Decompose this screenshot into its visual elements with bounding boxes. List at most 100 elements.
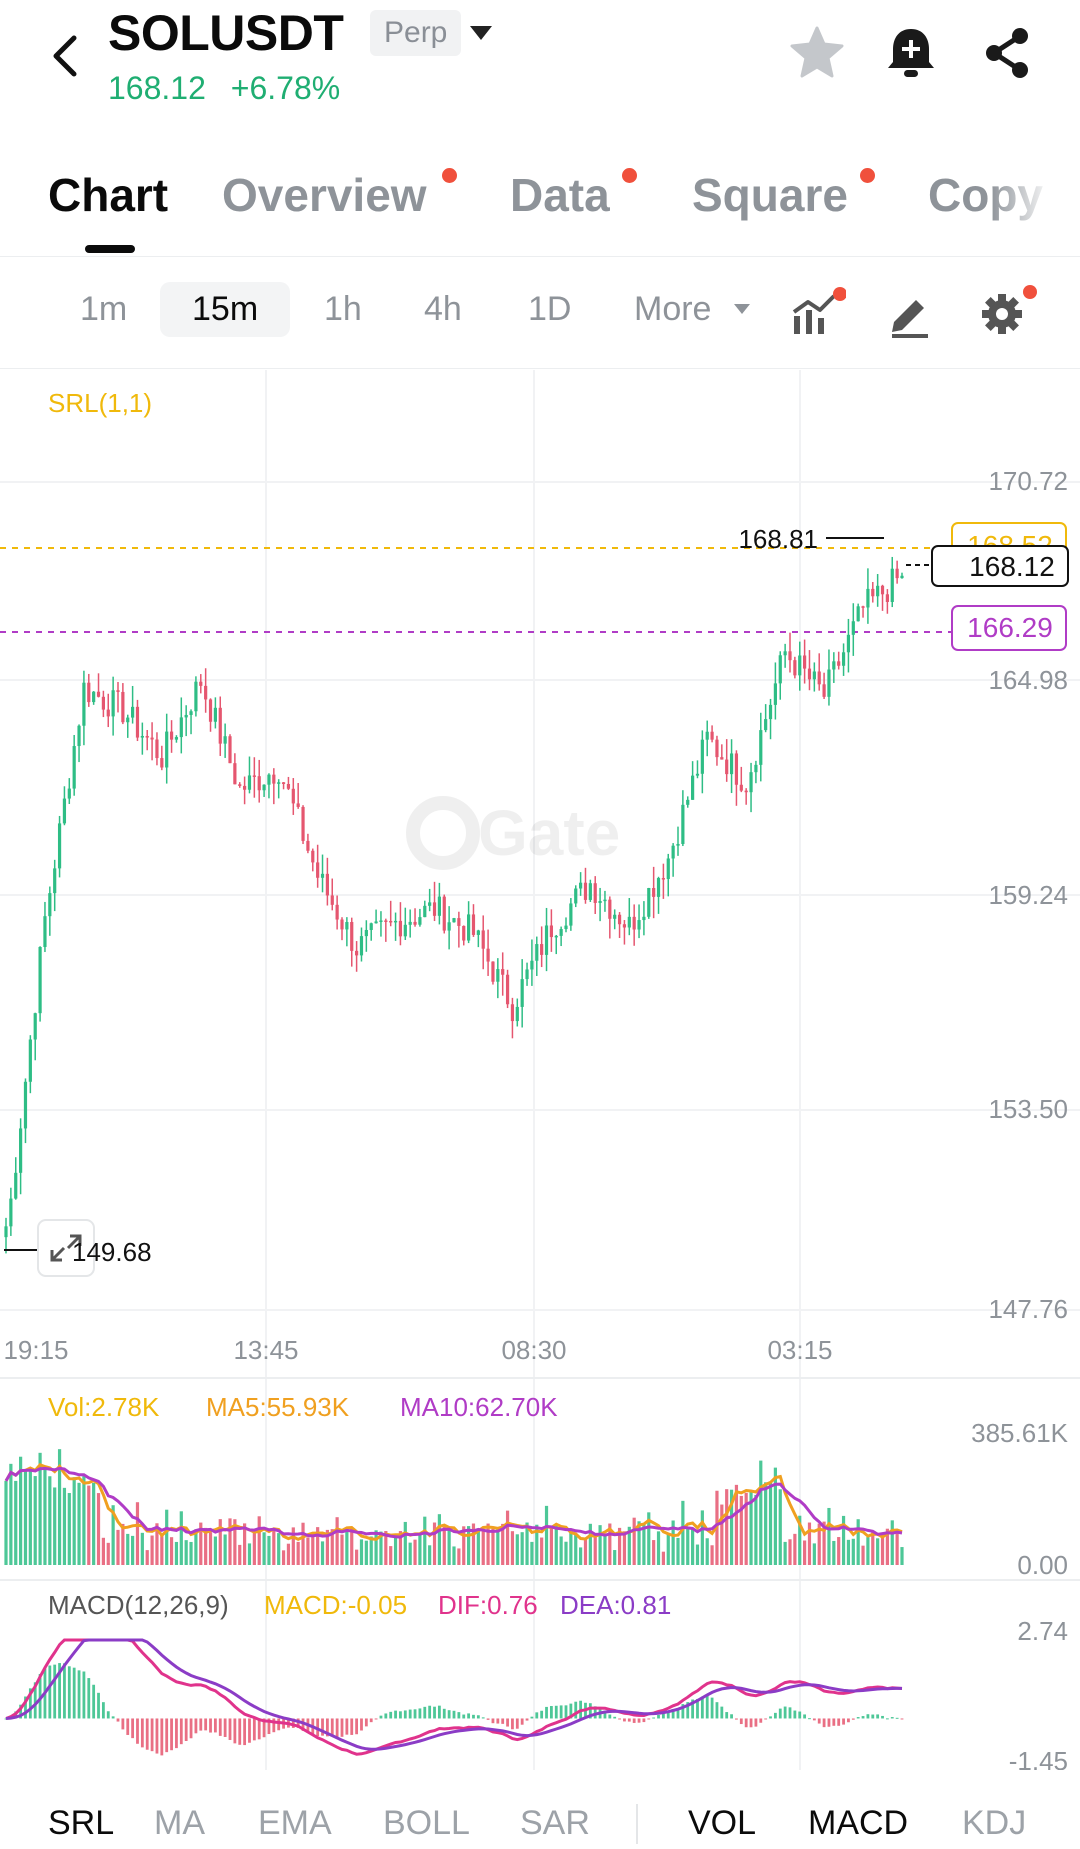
candle-body	[184, 714, 188, 718]
tab-data[interactable]: Data	[510, 169, 610, 221]
time-axis-label: 03:15	[767, 1335, 832, 1365]
draw-tool-button[interactable]	[884, 288, 936, 340]
macd-histogram-bar	[890, 1717, 894, 1719]
volume-bar	[140, 1532, 144, 1565]
volume-bar	[28, 1468, 32, 1565]
candle-body	[4, 1226, 8, 1238]
chart-settings-button[interactable]	[978, 282, 1042, 342]
macd-histogram-bar	[272, 1718, 276, 1733]
interval-more[interactable]: More	[634, 290, 712, 328]
candle-body	[583, 882, 588, 900]
volume-bar	[807, 1522, 812, 1565]
candle-body	[885, 594, 889, 602]
candle-body	[530, 960, 534, 970]
volume-bar	[554, 1524, 558, 1565]
indicator-tab-ema[interactable]: EMA	[258, 1804, 332, 1842]
macd-histogram-bar	[4, 1718, 8, 1720]
back-button[interactable]	[40, 30, 92, 82]
candle-body	[131, 706, 135, 718]
candle-body	[710, 731, 714, 740]
favorite-button[interactable]	[788, 24, 846, 82]
candle-body	[340, 919, 344, 930]
volume-bar	[700, 1510, 704, 1565]
candle-body	[866, 588, 870, 608]
indicator-tab-vol[interactable]: VOL	[688, 1804, 757, 1842]
volume-bar	[184, 1540, 188, 1565]
indicator-tab-macd[interactable]: MACD	[808, 1804, 909, 1842]
volume-bar	[598, 1525, 602, 1565]
volume-bar	[803, 1540, 807, 1565]
volume-ma5-line	[4, 1463, 903, 1541]
indicator-tab-srl[interactable]: SRL	[48, 1804, 115, 1842]
indicator-tab-kdj[interactable]: KDJ	[962, 1804, 1027, 1842]
volume-bar	[705, 1538, 709, 1565]
indicators-button[interactable]	[790, 286, 847, 342]
macd-histogram-bar	[87, 1678, 91, 1719]
candle-body	[768, 704, 773, 720]
volume-bar	[637, 1521, 641, 1565]
indicator-tab-boll[interactable]: BOLL	[383, 1804, 470, 1842]
macd-histogram-bar	[447, 1710, 451, 1719]
indicator-tab-ma[interactable]: MA	[154, 1804, 205, 1842]
volume-bar	[462, 1526, 466, 1565]
macd-histogram-bar	[773, 1712, 777, 1719]
interval-1d[interactable]: 1D	[528, 290, 572, 328]
volume-bar	[335, 1517, 339, 1565]
symbol-title[interactable]: SOLUSDT	[108, 5, 344, 61]
tab-square[interactable]: Square	[692, 169, 848, 221]
interval-1h[interactable]: 1h	[324, 290, 362, 328]
macd-histogram-bar	[355, 1718, 359, 1735]
indicator-tab-sar[interactable]: SAR	[520, 1804, 590, 1842]
macd-histogram-bar	[136, 1718, 139, 1744]
macd-histogram-bar	[335, 1718, 339, 1737]
macd-histogram-bar	[374, 1718, 378, 1720]
volume-bar	[267, 1535, 271, 1565]
volume-bar	[57, 1449, 62, 1565]
candle-body	[428, 902, 432, 906]
price-chart[interactable]: Gate SRL(1,1) 170.72 164.98 159.24 153.5…	[0, 370, 1080, 1770]
macd-histogram-bar	[384, 1713, 388, 1719]
share-button[interactable]	[978, 24, 1036, 82]
candle-body	[632, 916, 636, 930]
srl-lower-tag-box	[951, 605, 1067, 651]
volume-axis-top: 385.61K	[971, 1418, 1069, 1448]
macd-histogram-bar	[696, 1698, 699, 1719]
symbol-dropdown-caret-icon[interactable]	[470, 26, 492, 40]
volume-bar	[189, 1541, 193, 1565]
candle-body	[598, 900, 602, 903]
volume-bars	[4, 1449, 904, 1565]
macd-histogram-bar	[170, 1718, 173, 1751]
candle-body	[19, 1128, 23, 1173]
volume-bar	[876, 1538, 880, 1565]
macd-histogram-bar	[822, 1718, 826, 1728]
candle-body	[613, 914, 617, 919]
fullscreen-toggle-button[interactable]	[37, 1219, 95, 1277]
macd-histogram-bar	[603, 1710, 607, 1719]
tab-chart[interactable]: Chart	[48, 169, 169, 221]
macd-histogram-bar	[871, 1714, 875, 1719]
macd-histogram-bar	[403, 1710, 407, 1719]
candle-body	[393, 920, 398, 923]
macd-histogram-bar	[67, 1666, 71, 1719]
volume-bar	[540, 1537, 544, 1565]
volume-ma5-label: MA5:55.93K	[206, 1392, 350, 1422]
interval-15m[interactable]: 15m	[160, 282, 291, 337]
interval-4h[interactable]: 4h	[424, 290, 462, 328]
back-arrow-icon	[53, 35, 77, 77]
candle-body	[165, 731, 169, 768]
candle-body	[691, 775, 695, 800]
volume-bar	[345, 1528, 349, 1565]
candle-body	[140, 735, 144, 738]
volume-bar	[204, 1527, 208, 1565]
macd-histogram-bar	[769, 1716, 772, 1719]
macd-histogram-bar	[462, 1714, 466, 1719]
time-axis-label: 08:30	[501, 1335, 566, 1365]
share-icon	[986, 28, 1028, 78]
candle-body	[491, 961, 495, 982]
candle-body	[656, 878, 661, 897]
interval-1m[interactable]: 1m	[80, 290, 128, 328]
tab-overview[interactable]: Overview	[222, 169, 427, 221]
volume-bar	[729, 1489, 734, 1565]
candle-body	[403, 924, 407, 937]
price-alert-button[interactable]	[882, 24, 940, 82]
